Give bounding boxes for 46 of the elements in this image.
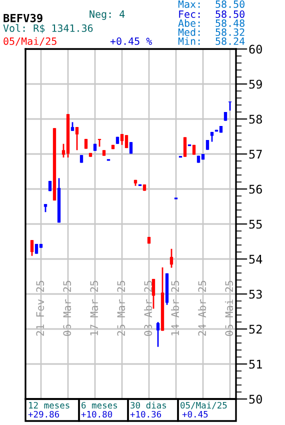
text: 58.48 xyxy=(216,19,244,27)
y-tick-label: 57 xyxy=(249,150,262,159)
text: Neg: 4 xyxy=(90,10,125,20)
y-tick-label: 54 xyxy=(249,254,262,264)
y-tick-label: 55 xyxy=(249,220,262,229)
text: 6 meses xyxy=(82,402,118,409)
x-tick-label: 21 Fev 25 xyxy=(36,280,44,336)
candlestick xyxy=(120,133,124,146)
text: 30 dias xyxy=(130,402,166,409)
text: Med: xyxy=(178,28,200,36)
text: +0.45 % xyxy=(110,37,152,45)
text: Min: xyxy=(178,37,200,45)
y-tick-label: 51 xyxy=(249,360,262,369)
y-tick-label: 53 xyxy=(249,290,262,299)
candlestick xyxy=(30,239,34,257)
chart-title: BEFV39 xyxy=(4,14,42,22)
text: 58.32 xyxy=(216,28,244,36)
candlestick xyxy=(156,321,160,348)
text: +10.36 xyxy=(130,410,162,418)
y-tick-label: 52 xyxy=(249,324,262,334)
text: Max: xyxy=(178,0,200,8)
candlestick xyxy=(75,126,79,151)
y-tick-label: 59 xyxy=(249,80,262,89)
y-tick-label: 50 xyxy=(249,394,262,404)
text: 58.50 xyxy=(216,10,244,18)
x-tick-label: 03 Abr 25 xyxy=(144,280,152,336)
text: +29.86 xyxy=(28,410,60,418)
y-tick-label: 56 xyxy=(249,184,262,194)
text: +10.80 xyxy=(81,410,112,418)
y-tick-label: 58 xyxy=(249,114,262,124)
candlestick xyxy=(170,248,174,268)
text: 58.24 xyxy=(216,37,245,45)
text: 05/Mai/25 xyxy=(180,402,227,410)
candlestick xyxy=(183,136,187,158)
text: 12 meses xyxy=(29,402,70,409)
text: +0.45 xyxy=(182,410,208,418)
y-tick-label: 60 xyxy=(249,44,262,54)
text: Vol: R$ 1341.36 xyxy=(3,24,93,34)
text: Abe: xyxy=(178,19,200,27)
text: 05/Mai/25 xyxy=(4,37,56,46)
candlestick xyxy=(206,139,210,150)
candlestick xyxy=(152,278,156,310)
text: 58.50 xyxy=(216,0,244,8)
candlestick xyxy=(124,134,128,149)
x-tick-label: 17 Mar 25 xyxy=(90,280,98,336)
text: Fec: xyxy=(179,10,200,18)
